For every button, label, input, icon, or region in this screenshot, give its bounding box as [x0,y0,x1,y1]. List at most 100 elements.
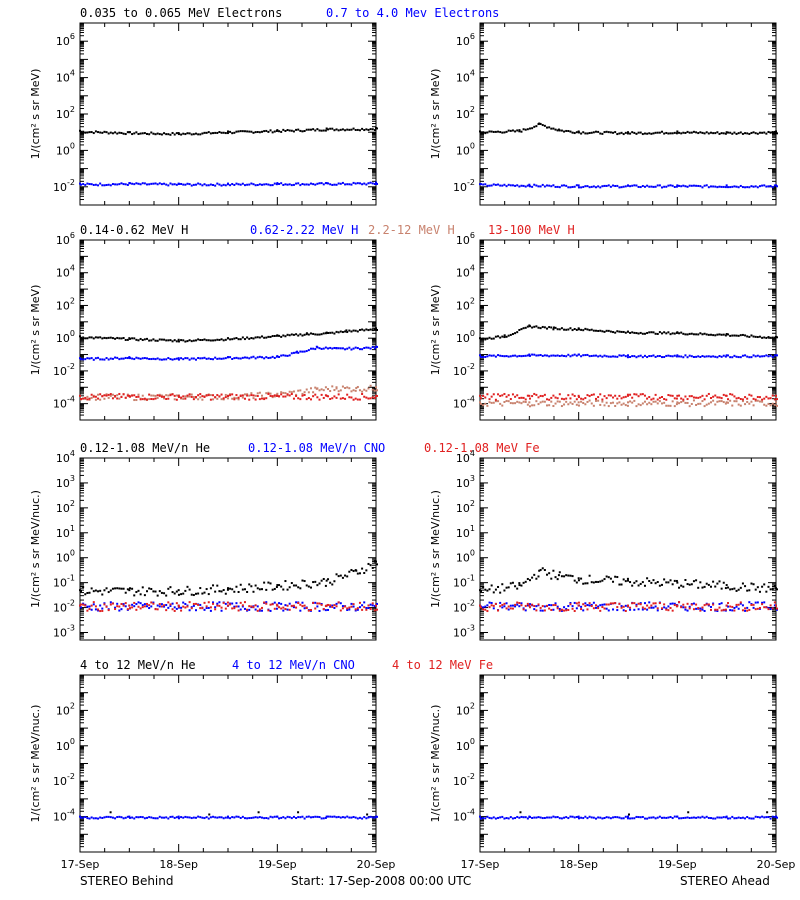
data-point [554,396,557,399]
data-point [197,398,200,401]
data-point [553,326,555,329]
data-point [601,579,604,582]
data-point [375,345,377,348]
data-point [275,183,278,186]
data-point [148,133,151,136]
data-point [643,400,646,403]
data-point [282,183,285,186]
data-point [541,567,544,570]
data-point [237,130,240,133]
data-point [303,607,306,610]
y-axis-label: 1/(cm² s sr MeV/nuc.) [429,705,442,823]
data-point [284,354,287,357]
data-point [599,609,602,612]
data-point [80,183,82,186]
data-point [199,338,202,341]
data-point [733,395,736,398]
data-point [231,397,234,400]
data-point [371,388,374,391]
data-point [160,591,163,594]
data-point [518,129,521,132]
data-point [256,356,259,359]
y-axis-label: 1/(cm² s sr MeV) [429,285,442,376]
data-point [79,357,81,360]
data-point [667,609,670,612]
data-point [307,349,310,352]
data-point [535,816,538,819]
data-point [160,816,163,819]
data-point [639,393,642,396]
data-point [771,394,774,397]
data-point [143,603,146,606]
data-point [184,340,187,343]
data-point [526,354,529,357]
data-point [680,132,683,135]
data-point [256,336,259,339]
data-point [535,400,538,403]
data-point [526,604,529,607]
data-point [275,586,278,589]
data-point [758,335,761,338]
data-point [365,608,368,611]
data-point [197,603,200,606]
data-point [273,334,276,337]
data-point [190,395,193,398]
y-axis-label: 1/(cm² s sr MeV/nuc.) [29,705,42,823]
data-point [628,813,630,816]
data-point [135,338,138,341]
data-point [635,405,638,408]
data-point [616,609,619,612]
data-point [361,567,364,570]
data-point [756,186,759,189]
data-point [635,184,638,187]
data-point [605,130,608,133]
data-point [173,592,176,595]
data-point [748,817,751,820]
data-point [597,185,600,188]
data-point [318,602,321,605]
data-point [709,585,712,588]
data-point [558,393,561,396]
data-point [131,816,134,819]
data-point [246,591,249,594]
data-point [725,354,728,357]
data-point [90,608,93,611]
data-point [243,588,246,591]
data-point [739,601,742,604]
data-point [269,184,272,187]
data-point [101,184,104,187]
data-point [675,132,678,135]
data-point [248,337,251,340]
data-point [661,186,664,189]
data-point [543,609,546,612]
data-point [622,817,625,820]
data-point [511,604,514,607]
data-point [750,817,753,820]
data-point [312,581,315,584]
data-point [773,585,776,588]
data-point [282,609,285,612]
data-point [754,355,757,358]
data-point [337,601,340,604]
y-tick-label: 106 [456,231,475,247]
data-point [165,816,168,819]
data-point [331,385,334,388]
data-point [94,589,97,592]
data-point [309,128,312,131]
data-point [173,358,176,361]
data-point [327,815,330,818]
data-point [216,182,219,185]
data-point [665,185,668,188]
data-point [314,333,317,336]
data-point [131,587,134,590]
data-point [618,354,621,357]
data-point [541,325,544,328]
data-point [599,186,602,189]
data-point [167,339,170,342]
data-point [654,817,657,820]
data-point [365,128,368,131]
data-point [690,131,693,134]
data-point [331,183,334,186]
data-point [769,354,772,357]
data-point [663,603,666,606]
